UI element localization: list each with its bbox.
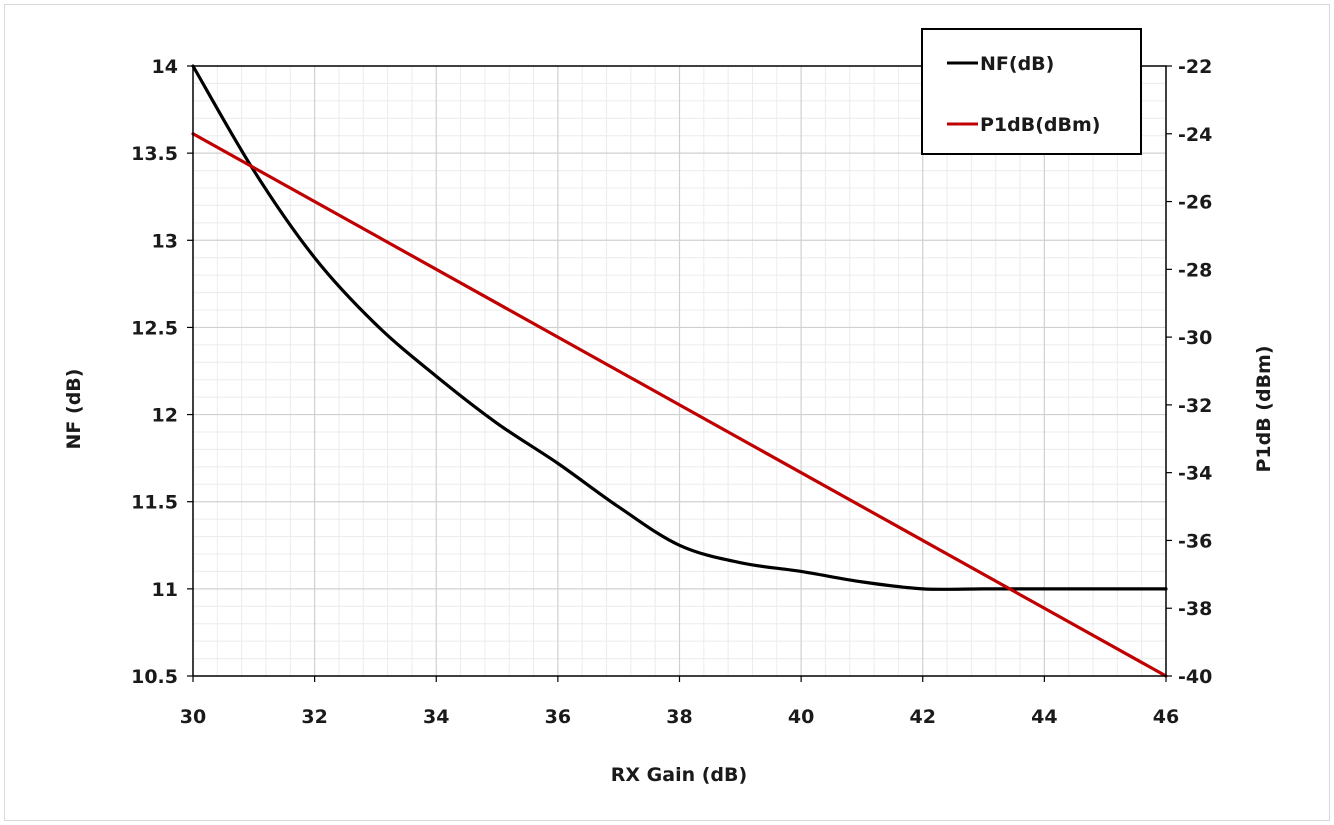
- x-tick-label: 30: [180, 706, 206, 728]
- series-line-nf: [191, 64, 1168, 591]
- y-tick-label: 11.5: [131, 492, 178, 514]
- legend: NF(dB) P1dB(dBm): [921, 28, 1142, 155]
- x-tick-label: 46: [1153, 706, 1179, 728]
- y2-tick-label: -30: [1178, 327, 1212, 349]
- x-tick-label: 38: [666, 706, 692, 728]
- y-tick-label: 12: [152, 405, 178, 427]
- y2-tick-label: -40: [1178, 666, 1212, 688]
- y2-tick-label: -28: [1178, 259, 1212, 281]
- y-axis-ticks: 14 13.5 13 12.5 12 11.5 11 10.5: [131, 56, 193, 688]
- y2-tick-label: -38: [1178, 598, 1212, 620]
- y2-tick-label: -24: [1178, 124, 1212, 146]
- y2-tick-label: -36: [1178, 530, 1212, 552]
- y2-tick-label: -22: [1178, 56, 1212, 78]
- x-tick-label: 36: [545, 706, 571, 728]
- y-tick-label: 10.5: [131, 666, 178, 688]
- x-tick-label: 32: [301, 706, 327, 728]
- y-tick-label: 14: [152, 56, 178, 78]
- y2-tick-label: -26: [1178, 192, 1212, 214]
- y2-tick-label: -34: [1178, 463, 1212, 485]
- x-tick-label: 34: [423, 706, 449, 728]
- y-tick-label: 13: [152, 230, 178, 252]
- y-tick-label: 11: [152, 579, 178, 601]
- legend-label-nf: NF(dB): [980, 53, 1054, 75]
- legend-label-p1db: P1dB(dBm): [980, 114, 1100, 136]
- y-tick-label: 12.5: [131, 317, 178, 339]
- y-tick-label: 13.5: [131, 143, 178, 165]
- series-lines: [191, 64, 1168, 678]
- x-axis-title: RX Gain (dB): [611, 764, 747, 786]
- x-tick-label: 40: [788, 706, 814, 728]
- y2-axis-ticks: -22 -24 -26 -28 -30 -32 -34 -36 -38 -40: [1166, 56, 1212, 688]
- series-line-p1db: [191, 132, 1168, 678]
- y2-axis-title: P1dB (dBm): [1253, 345, 1275, 472]
- x-tick-label: 44: [1031, 706, 1057, 728]
- legend-box: [921, 28, 1142, 155]
- y2-tick-label: -32: [1178, 395, 1212, 417]
- x-tick-label: 42: [910, 706, 936, 728]
- y-axis-title: NF (dB): [63, 369, 85, 450]
- x-axis-ticks: 30 32 34 36 38 40 42 44 46: [180, 676, 1179, 728]
